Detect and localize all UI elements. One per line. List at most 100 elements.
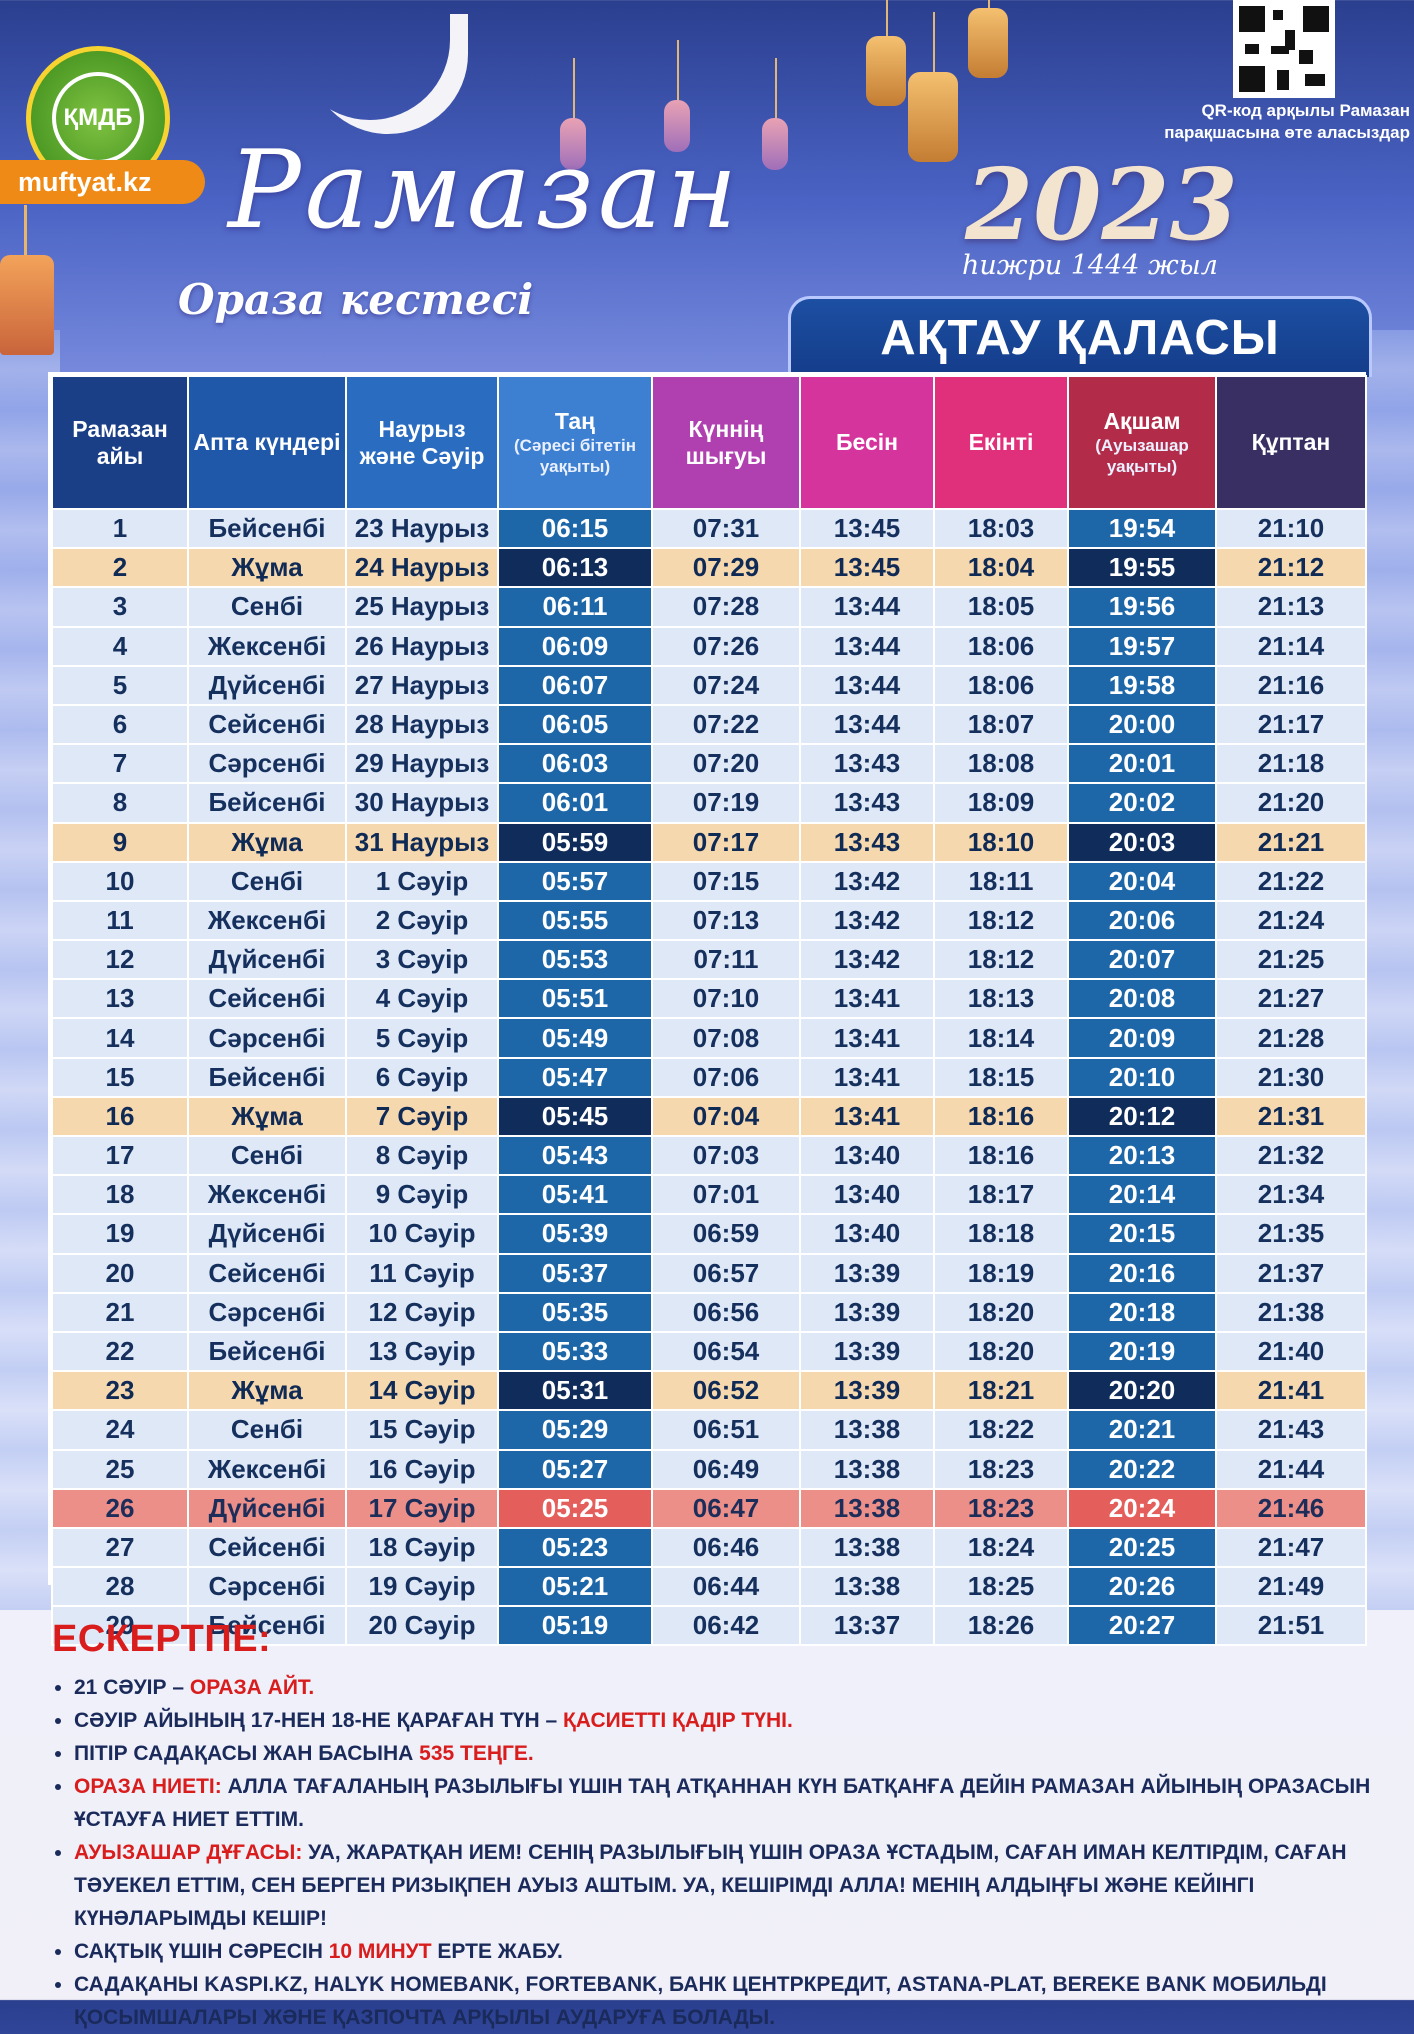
cell-isha: 21:51 (1215, 1605, 1367, 1647)
cell-sunrise: 06:57 (651, 1252, 801, 1294)
table-row: 17 Сенбі 8 Сәуір 05:43 07:03 13:40 18:16 20:13 2… (51, 1134, 1367, 1177)
cell-date: 4 Сәуір (345, 978, 499, 1020)
table-row: 5 Дүйсенбі 27 Наурыз 06:07 07:24 13:44 18:06 19… (51, 664, 1367, 706)
table-row: 27 Сейсенбі 18 Сәуір 05:23 06:46 13:38 18:24 20… (51, 1526, 1367, 1569)
cell-isha: 21:25 (1215, 939, 1367, 981)
cell-asr: 18:13 (933, 978, 1069, 1020)
note-highlight: Қасиетті Қадір түні. (562, 1709, 793, 1732)
table-row: 1 Бейсенбі 23 Наурыз 06:15 07:31 13:45 18:03 19… (51, 507, 1367, 550)
cell-asr: 18:04 (933, 547, 1069, 589)
hanging-lantern-icon (908, 12, 958, 162)
cell-fajr: 05:51 (497, 978, 653, 1020)
cell-date: 30 Наурыз (345, 782, 499, 824)
cell-asr: 18:14 (933, 1017, 1069, 1059)
cell-sunrise: 07:06 (651, 1056, 801, 1098)
cell-sunrise: 06:46 (651, 1526, 801, 1569)
cell-day: 20 (51, 1252, 189, 1294)
cell-weekday: Сәрсенбі (187, 1017, 347, 1059)
header-isha: Құптан (1215, 375, 1367, 510)
note-highlight: Ауызашар дұғасы: (74, 1841, 303, 1864)
cell-maghrib: 19:58 (1067, 664, 1217, 706)
cell-sunrise: 07:01 (651, 1174, 801, 1216)
cell-day: 27 (51, 1526, 189, 1569)
cell-isha: 21:20 (1215, 782, 1367, 824)
cell-isha: 21:35 (1215, 1213, 1367, 1255)
city-header: АҚТАУ ҚАЛАСЫ (788, 296, 1372, 377)
schedule-table: Рамазан айы Апта күндері Наурыз және Сәу… (48, 372, 1367, 1647)
cell-weekday: Сейсенбі (187, 1252, 347, 1294)
cell-asr: 18:21 (933, 1370, 1069, 1412)
cell-date: 13 Сәуір (345, 1330, 499, 1373)
cell-fajr: 06:11 (497, 586, 653, 628)
cell-dhuhr: 13:44 (799, 625, 935, 667)
header-day: Рамазан айы (51, 375, 189, 510)
note-text: Алла Тағаланың разылығы үшін таң атқанна… (74, 1775, 1371, 1831)
hanging-lantern-icon (762, 58, 788, 170)
cell-dhuhr: 13:44 (799, 703, 935, 746)
cell-weekday: Дүйсенбі (187, 1487, 347, 1529)
table-row: 21 Сәрсенбі 12 Сәуір 05:35 06:56 13:39 18:20 20… (51, 1291, 1367, 1333)
cell-date: 29 Наурыз (345, 743, 499, 785)
cell-date: 19 Сәуір (345, 1566, 499, 1608)
cell-dhuhr: 13:42 (799, 899, 935, 942)
cell-dhuhr: 13:45 (799, 547, 935, 589)
cell-day: 1 (51, 507, 189, 550)
lantern-icon (0, 205, 54, 355)
cell-maghrib: 20:24 (1067, 1487, 1217, 1529)
cell-maghrib: 20:07 (1067, 939, 1217, 981)
cell-fajr: 05:39 (497, 1213, 653, 1255)
cell-dhuhr: 13:42 (799, 939, 935, 981)
header-date: Наурыз және Сәуір (345, 375, 499, 510)
qr-code-icon[interactable] (1233, 0, 1335, 98)
cell-asr: 18:06 (933, 625, 1069, 667)
cell-sunrise: 07:26 (651, 625, 801, 667)
page-title: Рамазан (228, 128, 742, 253)
cell-dhuhr: 13:43 (799, 743, 935, 785)
cell-sunrise: 07:24 (651, 664, 801, 706)
cell-weekday: Жексенбі (187, 899, 347, 942)
cell-dhuhr: 13:39 (799, 1291, 935, 1333)
header-maghrib-sub: (Ауызашар уақыты) (1095, 436, 1189, 476)
cell-maghrib: 20:20 (1067, 1370, 1217, 1412)
cell-date: 9 Сәуір (345, 1174, 499, 1216)
cell-dhuhr: 13:41 (799, 1095, 935, 1138)
site-badge[interactable]: muftyat.kz (0, 160, 205, 204)
table-row: 23 Жұма 14 Сәуір 05:31 06:52 13:39 18:21 20:20 2… (51, 1370, 1367, 1412)
cell-asr: 18:23 (933, 1448, 1069, 1490)
cell-asr: 18:12 (933, 899, 1069, 942)
cell-date: 20 Сәуір (345, 1605, 499, 1647)
cell-sunrise: 06:52 (651, 1370, 801, 1412)
cell-asr: 18:23 (933, 1487, 1069, 1529)
table-row: 14 Сәрсенбі 5 Сәуір 05:49 07:08 13:41 18:14 20:… (51, 1017, 1367, 1059)
cell-asr: 18:16 (933, 1134, 1069, 1177)
note-item: Сақтық үшін сәресін 10 минут ерте жабу. (74, 1935, 1392, 1968)
table-header-row: Рамазан айы Апта күндері Наурыз және Сәу… (51, 375, 1367, 510)
cell-maghrib: 20:26 (1067, 1566, 1217, 1608)
cell-asr: 18:20 (933, 1291, 1069, 1333)
note-item: Сәуір айының 17-нен 18-не қараған түн – … (74, 1704, 1392, 1737)
cell-asr: 18:20 (933, 1330, 1069, 1373)
cell-day: 9 (51, 821, 189, 863)
crescent-moon-icon (290, 0, 450, 120)
cell-asr: 18:05 (933, 586, 1069, 628)
cell-maghrib: 19:55 (1067, 547, 1217, 589)
header-fajr: Таң (Сәресі бітетін уақыты) (497, 375, 653, 510)
table-row: 20 Сейсенбі 11 Сәуір 05:37 06:57 13:39 18:19 20… (51, 1252, 1367, 1294)
note-text: Пітір садақасы жан басына (74, 1742, 420, 1765)
cell-maghrib: 20:12 (1067, 1095, 1217, 1138)
cell-fajr: 05:25 (497, 1487, 653, 1529)
cell-date: 31 Наурыз (345, 821, 499, 863)
cell-dhuhr: 13:41 (799, 1056, 935, 1098)
cell-date: 10 Сәуір (345, 1213, 499, 1255)
cell-maghrib: 20:25 (1067, 1526, 1217, 1569)
cell-asr: 18:15 (933, 1056, 1069, 1098)
cell-weekday: Бейсенбі (187, 507, 347, 550)
cell-maghrib: 20:09 (1067, 1017, 1217, 1059)
cell-fajr: 05:59 (497, 821, 653, 863)
cell-isha: 21:22 (1215, 860, 1367, 902)
table-row: 12 Дүйсенбі 3 Сәуір 05:53 07:11 13:42 18:12 20:… (51, 939, 1367, 981)
cell-sunrise: 07:29 (651, 547, 801, 589)
header-sunrise: Күннің шығуы (651, 375, 801, 510)
cell-date: 25 Наурыз (345, 586, 499, 628)
cell-isha: 21:12 (1215, 547, 1367, 589)
